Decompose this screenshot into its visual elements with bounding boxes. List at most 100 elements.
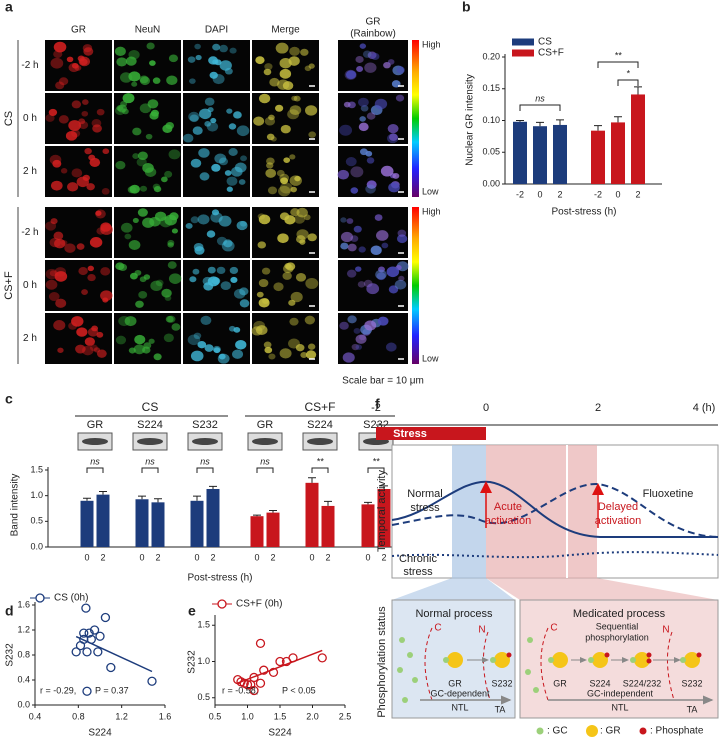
cell-nucleus <box>66 56 74 63</box>
colorbar-label: High <box>422 39 441 49</box>
error-bar <box>269 510 277 513</box>
cell-nucleus <box>168 149 181 160</box>
x-tick-label: 2 <box>381 552 386 562</box>
panel-label: c <box>5 391 13 407</box>
point <box>82 686 92 696</box>
cell-nucleus <box>304 65 312 72</box>
cell-nucleus <box>101 187 110 195</box>
cell-nucleus <box>137 151 148 160</box>
phosphate <box>646 652 652 658</box>
cell-nucleus <box>385 342 397 352</box>
cell-nucleus <box>193 332 202 340</box>
point <box>255 678 266 688</box>
panel-label: d <box>5 603 14 619</box>
ntl-label: NTL <box>611 702 628 712</box>
cell-nucleus <box>228 148 238 156</box>
cell-nucleus <box>71 100 82 109</box>
error-bar <box>516 120 524 122</box>
cell-nucleus <box>279 348 292 359</box>
cell-nucleus <box>54 267 67 277</box>
y-tick-label: 0.00 <box>482 178 500 188</box>
cell-nucleus <box>275 42 289 54</box>
cell-nucleus <box>267 186 278 195</box>
point <box>249 685 259 696</box>
bar <box>190 500 204 547</box>
legend-gc <box>536 727 544 735</box>
error-bar <box>308 477 316 483</box>
error-bar <box>594 125 602 131</box>
cell-nucleus <box>383 61 391 69</box>
y-tick-label: 0.15 <box>482 83 500 93</box>
significance-label: * <box>626 68 630 78</box>
cell-nucleus <box>76 176 89 188</box>
significance-bracket <box>597 61 639 68</box>
cell-nucleus <box>120 222 133 233</box>
cell-nucleus <box>240 155 247 162</box>
cell-nucleus <box>357 281 366 288</box>
significance-bracket <box>311 467 329 473</box>
cell-nucleus <box>258 298 270 308</box>
cell-nucleus <box>388 182 400 193</box>
stress-label: Stress <box>393 428 427 440</box>
cell-nucleus <box>190 158 202 168</box>
point <box>95 631 105 641</box>
cell-nucleus <box>45 279 58 290</box>
cell-nucleus <box>364 320 377 331</box>
cell-nucleus <box>366 283 380 295</box>
x-tick-label: 0 <box>615 189 620 199</box>
row-label: -2 h <box>21 227 38 238</box>
cell-nucleus <box>266 162 274 169</box>
column-header: (Rainbow) <box>350 29 396 40</box>
box-title: Normal process <box>415 608 493 620</box>
bar <box>377 488 391 547</box>
error-bar <box>556 119 564 125</box>
y-tick-label: 1.2 <box>17 624 30 634</box>
cell-nucleus <box>115 160 126 170</box>
cell-nucleus <box>195 54 202 61</box>
curve-label: Chronic <box>399 553 437 565</box>
x-tick-label: 0 <box>84 552 89 562</box>
cell-nucleus <box>161 176 168 183</box>
significance-bracket <box>367 467 385 473</box>
blot-band <box>82 438 108 445</box>
cell-nucleus <box>48 108 58 117</box>
cell-nucleus <box>396 234 408 244</box>
cell-nucleus <box>366 180 377 189</box>
cell-nucleus <box>289 105 302 116</box>
bar <box>553 124 567 184</box>
significance-label: ns <box>260 456 270 466</box>
cell-nucleus <box>355 344 362 350</box>
cell-nucleus <box>212 43 221 51</box>
cell-nucleus <box>124 316 137 327</box>
cell-nucleus <box>148 338 155 344</box>
cell-nucleus <box>93 347 101 353</box>
ntl-label: GC-independent <box>587 688 654 698</box>
x-tick-label: 0 <box>139 552 144 562</box>
scale-note: Scale bar = 10 μm <box>342 376 424 387</box>
gc-dot <box>412 677 418 683</box>
cell-nucleus <box>290 186 297 193</box>
cell-nucleus <box>197 341 207 349</box>
cell-nucleus <box>81 110 89 117</box>
y-tick-label: 0.4 <box>17 674 30 684</box>
cell-nucleus <box>355 55 364 63</box>
cell-nucleus <box>277 233 289 244</box>
cell-nucleus <box>71 168 83 178</box>
cell-nucleus <box>300 48 309 56</box>
point <box>79 628 89 638</box>
cell-nucleus <box>346 269 357 278</box>
cell-nucleus <box>149 111 159 120</box>
legend-swatch <box>512 38 534 46</box>
cell-nucleus <box>370 245 382 256</box>
cell-nucleus <box>125 56 137 66</box>
cell-nucleus <box>362 50 372 58</box>
cell-nucleus <box>53 231 64 240</box>
error-bar <box>209 485 217 489</box>
cell-nucleus <box>229 47 237 54</box>
cell-nucleus <box>366 157 375 164</box>
cell-nucleus <box>374 214 383 221</box>
membrane-c <box>540 627 549 701</box>
membrane-c <box>424 627 433 701</box>
cell-nucleus <box>147 99 159 109</box>
cell-nucleus <box>120 100 128 107</box>
